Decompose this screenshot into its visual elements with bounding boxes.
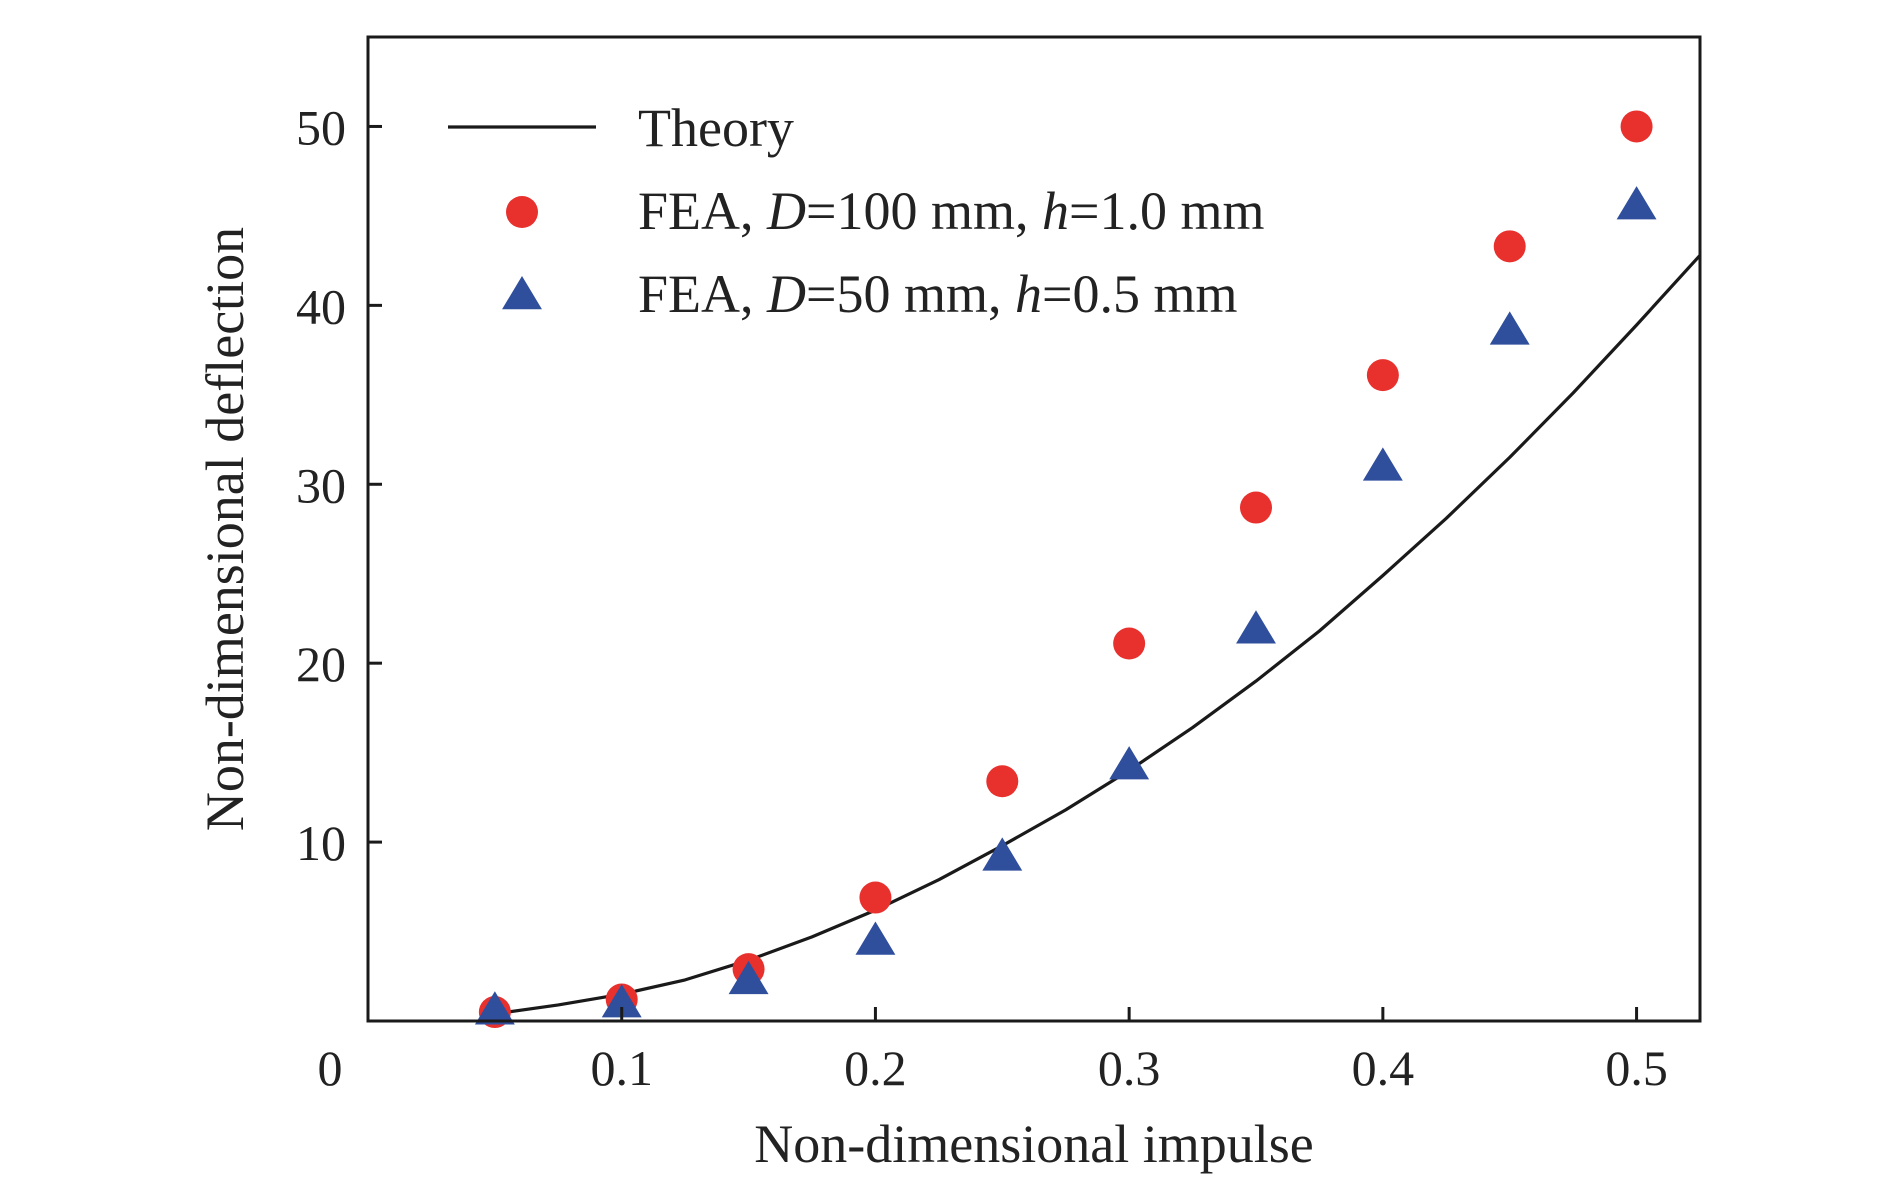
fea-d100-point xyxy=(1113,627,1146,660)
fea-d50-point xyxy=(1236,610,1276,644)
fea-d50-point xyxy=(982,837,1023,871)
fea-d100-point xyxy=(859,881,892,914)
fea-d50-point xyxy=(855,921,896,955)
x-axis-title: Non-dimensional impulse xyxy=(754,1114,1313,1174)
legend-fea-d100-swatch xyxy=(506,196,538,228)
legend-label: FEA, D=100 mm, h=1.0 mm xyxy=(638,181,1264,241)
fea-d50-point xyxy=(1616,186,1657,220)
x-tick-label: 0 xyxy=(318,1040,343,1096)
x-tick-label: 0.2 xyxy=(844,1040,907,1096)
legend-label: FEA, D=50 mm, h=0.5 mm xyxy=(638,264,1237,324)
x-tick-label: 0.1 xyxy=(590,1040,653,1096)
legend-label-part: FEA, xyxy=(638,264,767,324)
fea-d100-point xyxy=(1493,230,1526,263)
x-tick-label: 0.4 xyxy=(1352,1040,1415,1096)
plot-frame xyxy=(366,35,1702,1023)
y-tick-label: 40 xyxy=(296,278,346,334)
legend-label: Theory xyxy=(638,98,794,158)
legend-label-part: h xyxy=(1015,264,1042,324)
fea-d100-point xyxy=(986,765,1019,798)
legend-label-part: D xyxy=(766,264,806,324)
theory-curve xyxy=(494,254,1702,1016)
y-tick-label: 30 xyxy=(296,457,346,513)
legend-label-part: =0.5 mm xyxy=(1042,264,1237,324)
fea-d50-point xyxy=(1362,447,1403,481)
y-axis-title: Non-dimensional deflection xyxy=(195,227,255,831)
legend-label-part: =100 mm, xyxy=(806,181,1042,241)
ticks-layer: 0 0.1 0.2 0.3 0.4 0.5 10 20 30 40 50 xyxy=(296,99,1668,1096)
legend-label-part: D xyxy=(766,181,806,241)
fea-d50-point xyxy=(601,984,642,1018)
x-tick-label: 0.3 xyxy=(1098,1040,1161,1096)
fea-d50-point xyxy=(474,991,515,1025)
legend-label-part: =50 mm, xyxy=(806,264,1015,324)
y-tick-label: 10 xyxy=(296,815,346,871)
plot-layer xyxy=(474,110,1702,1029)
y-tick-label: 50 xyxy=(296,99,346,155)
fea-d50-point xyxy=(728,960,769,995)
fea-d50-point xyxy=(1109,746,1150,780)
fea-d50-point xyxy=(1489,311,1530,345)
legend-label-part: =1.0 mm xyxy=(1069,181,1264,241)
fea-d100-point xyxy=(1366,359,1399,392)
fea-d100-point xyxy=(1620,110,1653,143)
legend-label-part: FEA, xyxy=(638,181,767,241)
legend-label-part: h xyxy=(1042,181,1069,241)
legend-fea-d50-swatch xyxy=(502,276,542,310)
y-tick-label: 20 xyxy=(296,636,346,692)
x-tick-label: 0.5 xyxy=(1605,1040,1668,1096)
fea-d100-point xyxy=(1240,491,1272,524)
